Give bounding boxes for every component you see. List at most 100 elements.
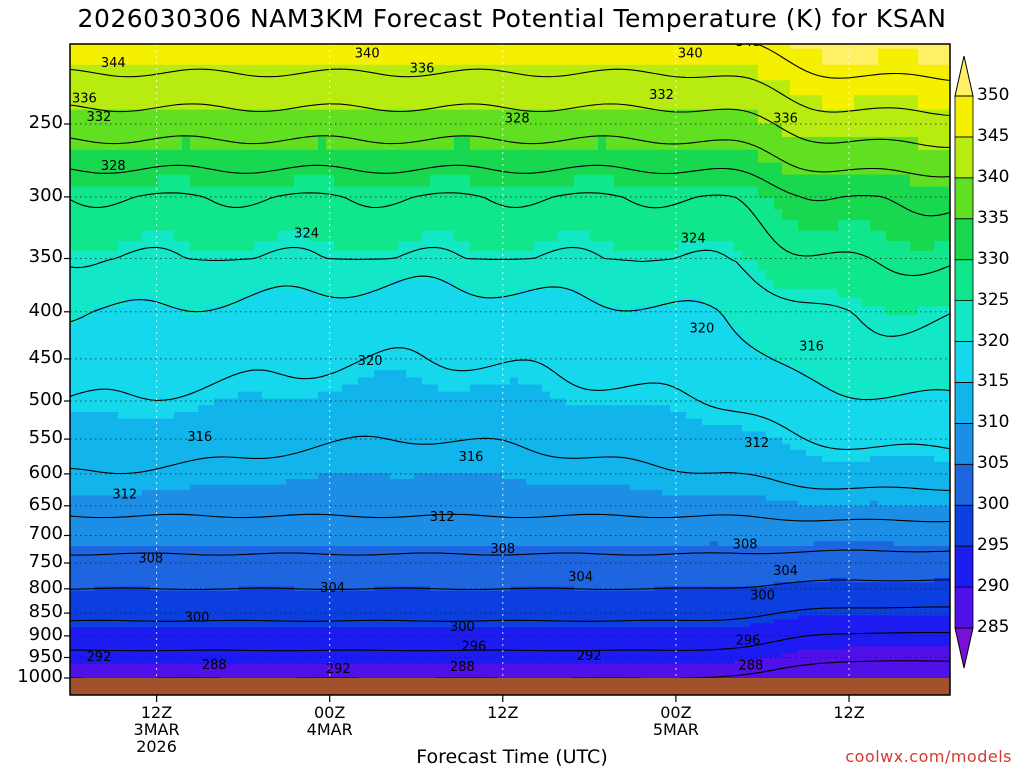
- heatmap-cell: [222, 289, 231, 299]
- heatmap-cell: [334, 80, 343, 96]
- heatmap-cell: [206, 123, 215, 137]
- heatmap-cell: [430, 150, 439, 163]
- heatmap-cell: [246, 671, 255, 675]
- heatmap-cell: [118, 289, 127, 299]
- heatmap-cell: [134, 65, 143, 81]
- heatmap-cell: [278, 653, 287, 657]
- heatmap-cell: [262, 261, 271, 271]
- heatmap-cell: [118, 280, 127, 290]
- heatmap-cell: [406, 412, 415, 419]
- heatmap-cell: [350, 607, 359, 612]
- heatmap-cell: [406, 175, 415, 187]
- heatmap-cell: [486, 65, 495, 81]
- heatmap-cell: [174, 231, 183, 242]
- heatmap-cell: [150, 444, 159, 451]
- heatmap-cell: [150, 370, 159, 378]
- heatmap-cell: [318, 541, 327, 546]
- heatmap-cell: [166, 646, 175, 650]
- heatmap-cell: [422, 198, 431, 210]
- heatmap-cell: [446, 270, 455, 280]
- heatmap-cell: [182, 603, 191, 608]
- heatmap-cell: [166, 578, 175, 583]
- heatmap-cell: [150, 198, 159, 210]
- heatmap-cell: [438, 479, 447, 485]
- heatmap-cell: [470, 531, 479, 536]
- heatmap-cell: [438, 646, 447, 650]
- heatmap-cell: [214, 444, 223, 451]
- heatmap-cell: [102, 323, 111, 332]
- heatmap-cell: [382, 450, 391, 457]
- heatmap-cell: [70, 531, 79, 536]
- heatmap-cell: [326, 280, 335, 290]
- heatmap-cell: [262, 569, 271, 574]
- heatmap-cell: [342, 611, 351, 616]
- heatmap-cell: [230, 425, 239, 432]
- heatmap-cell: [198, 450, 207, 457]
- heatmap-cell: [286, 123, 295, 137]
- heatmap-cell: [286, 595, 295, 600]
- heatmap-cell: [174, 555, 183, 560]
- heatmap-cell: [478, 627, 487, 631]
- heatmap-cell: [86, 405, 95, 412]
- heatmap-cell: [134, 419, 143, 426]
- heatmap-cell: [454, 611, 463, 616]
- heatmap-cell: [318, 564, 327, 569]
- heatmap-cell: [374, 444, 383, 451]
- heatmap-cell: [214, 231, 223, 242]
- heatmap-cell: [126, 527, 135, 533]
- heatmap-cell: [334, 110, 343, 124]
- heatmap-cell: [310, 522, 319, 528]
- heatmap-cell: [350, 595, 359, 600]
- heatmap-cell: [102, 627, 111, 631]
- heatmap-cell: [134, 653, 143, 657]
- heatmap-cell: [270, 137, 279, 151]
- heatmap-cell: [334, 241, 343, 252]
- heatmap-cell: [238, 261, 247, 271]
- heatmap-cell: [70, 573, 79, 578]
- heatmap-cell: [78, 456, 87, 463]
- heatmap-cell: [478, 209, 487, 220]
- heatmap-cell: [374, 582, 383, 587]
- heatmap-cell: [182, 527, 191, 533]
- heatmap-cell: [230, 450, 239, 457]
- heatmap-cell: [454, 198, 463, 210]
- heatmap-cell: [134, 150, 143, 163]
- heatmap-cell: [150, 323, 159, 332]
- heatmap-cell: [246, 347, 255, 355]
- heatmap-cell: [254, 392, 263, 400]
- heatmap-cell: [126, 462, 135, 468]
- heatmap-cell: [286, 425, 295, 432]
- heatmap-cell: [486, 95, 495, 110]
- heatmap-cell: [454, 412, 463, 419]
- heatmap-cell: [326, 175, 335, 187]
- heatmap-cell: [182, 332, 191, 341]
- heatmap-cell: [70, 280, 79, 290]
- heatmap-cell: [382, 315, 391, 324]
- heatmap-cell: [398, 627, 407, 631]
- heatmap-cell: [158, 615, 167, 620]
- heatmap-cell: [350, 664, 359, 668]
- heatmap-cell: [486, 456, 495, 463]
- heatmap-cell: [150, 332, 159, 341]
- heatmap-cell: [318, 536, 327, 541]
- heatmap-cell: [326, 137, 335, 151]
- heatmap-cell: [430, 527, 439, 533]
- heatmap-cell: [134, 175, 143, 187]
- heatmap-cell: [206, 450, 215, 457]
- heatmap-cell: [414, 392, 423, 400]
- heatmap-cell: [118, 506, 127, 512]
- heatmap-cell: [182, 569, 191, 574]
- heatmap-cell: [134, 95, 143, 110]
- heatmap-cell: [206, 323, 215, 332]
- heatmap-cell: [214, 479, 223, 485]
- heatmap-cell: [318, 522, 327, 528]
- heatmap-cell: [134, 516, 143, 522]
- heatmap-cell: [102, 527, 111, 533]
- heatmap-cell: [150, 541, 159, 546]
- heatmap-cell: [270, 603, 279, 608]
- heatmap-cell: [342, 485, 351, 491]
- heatmap-cell: [262, 671, 271, 675]
- heatmap-cell: [462, 546, 471, 551]
- heatmap-cell: [430, 175, 439, 187]
- heatmap-cell: [86, 564, 95, 569]
